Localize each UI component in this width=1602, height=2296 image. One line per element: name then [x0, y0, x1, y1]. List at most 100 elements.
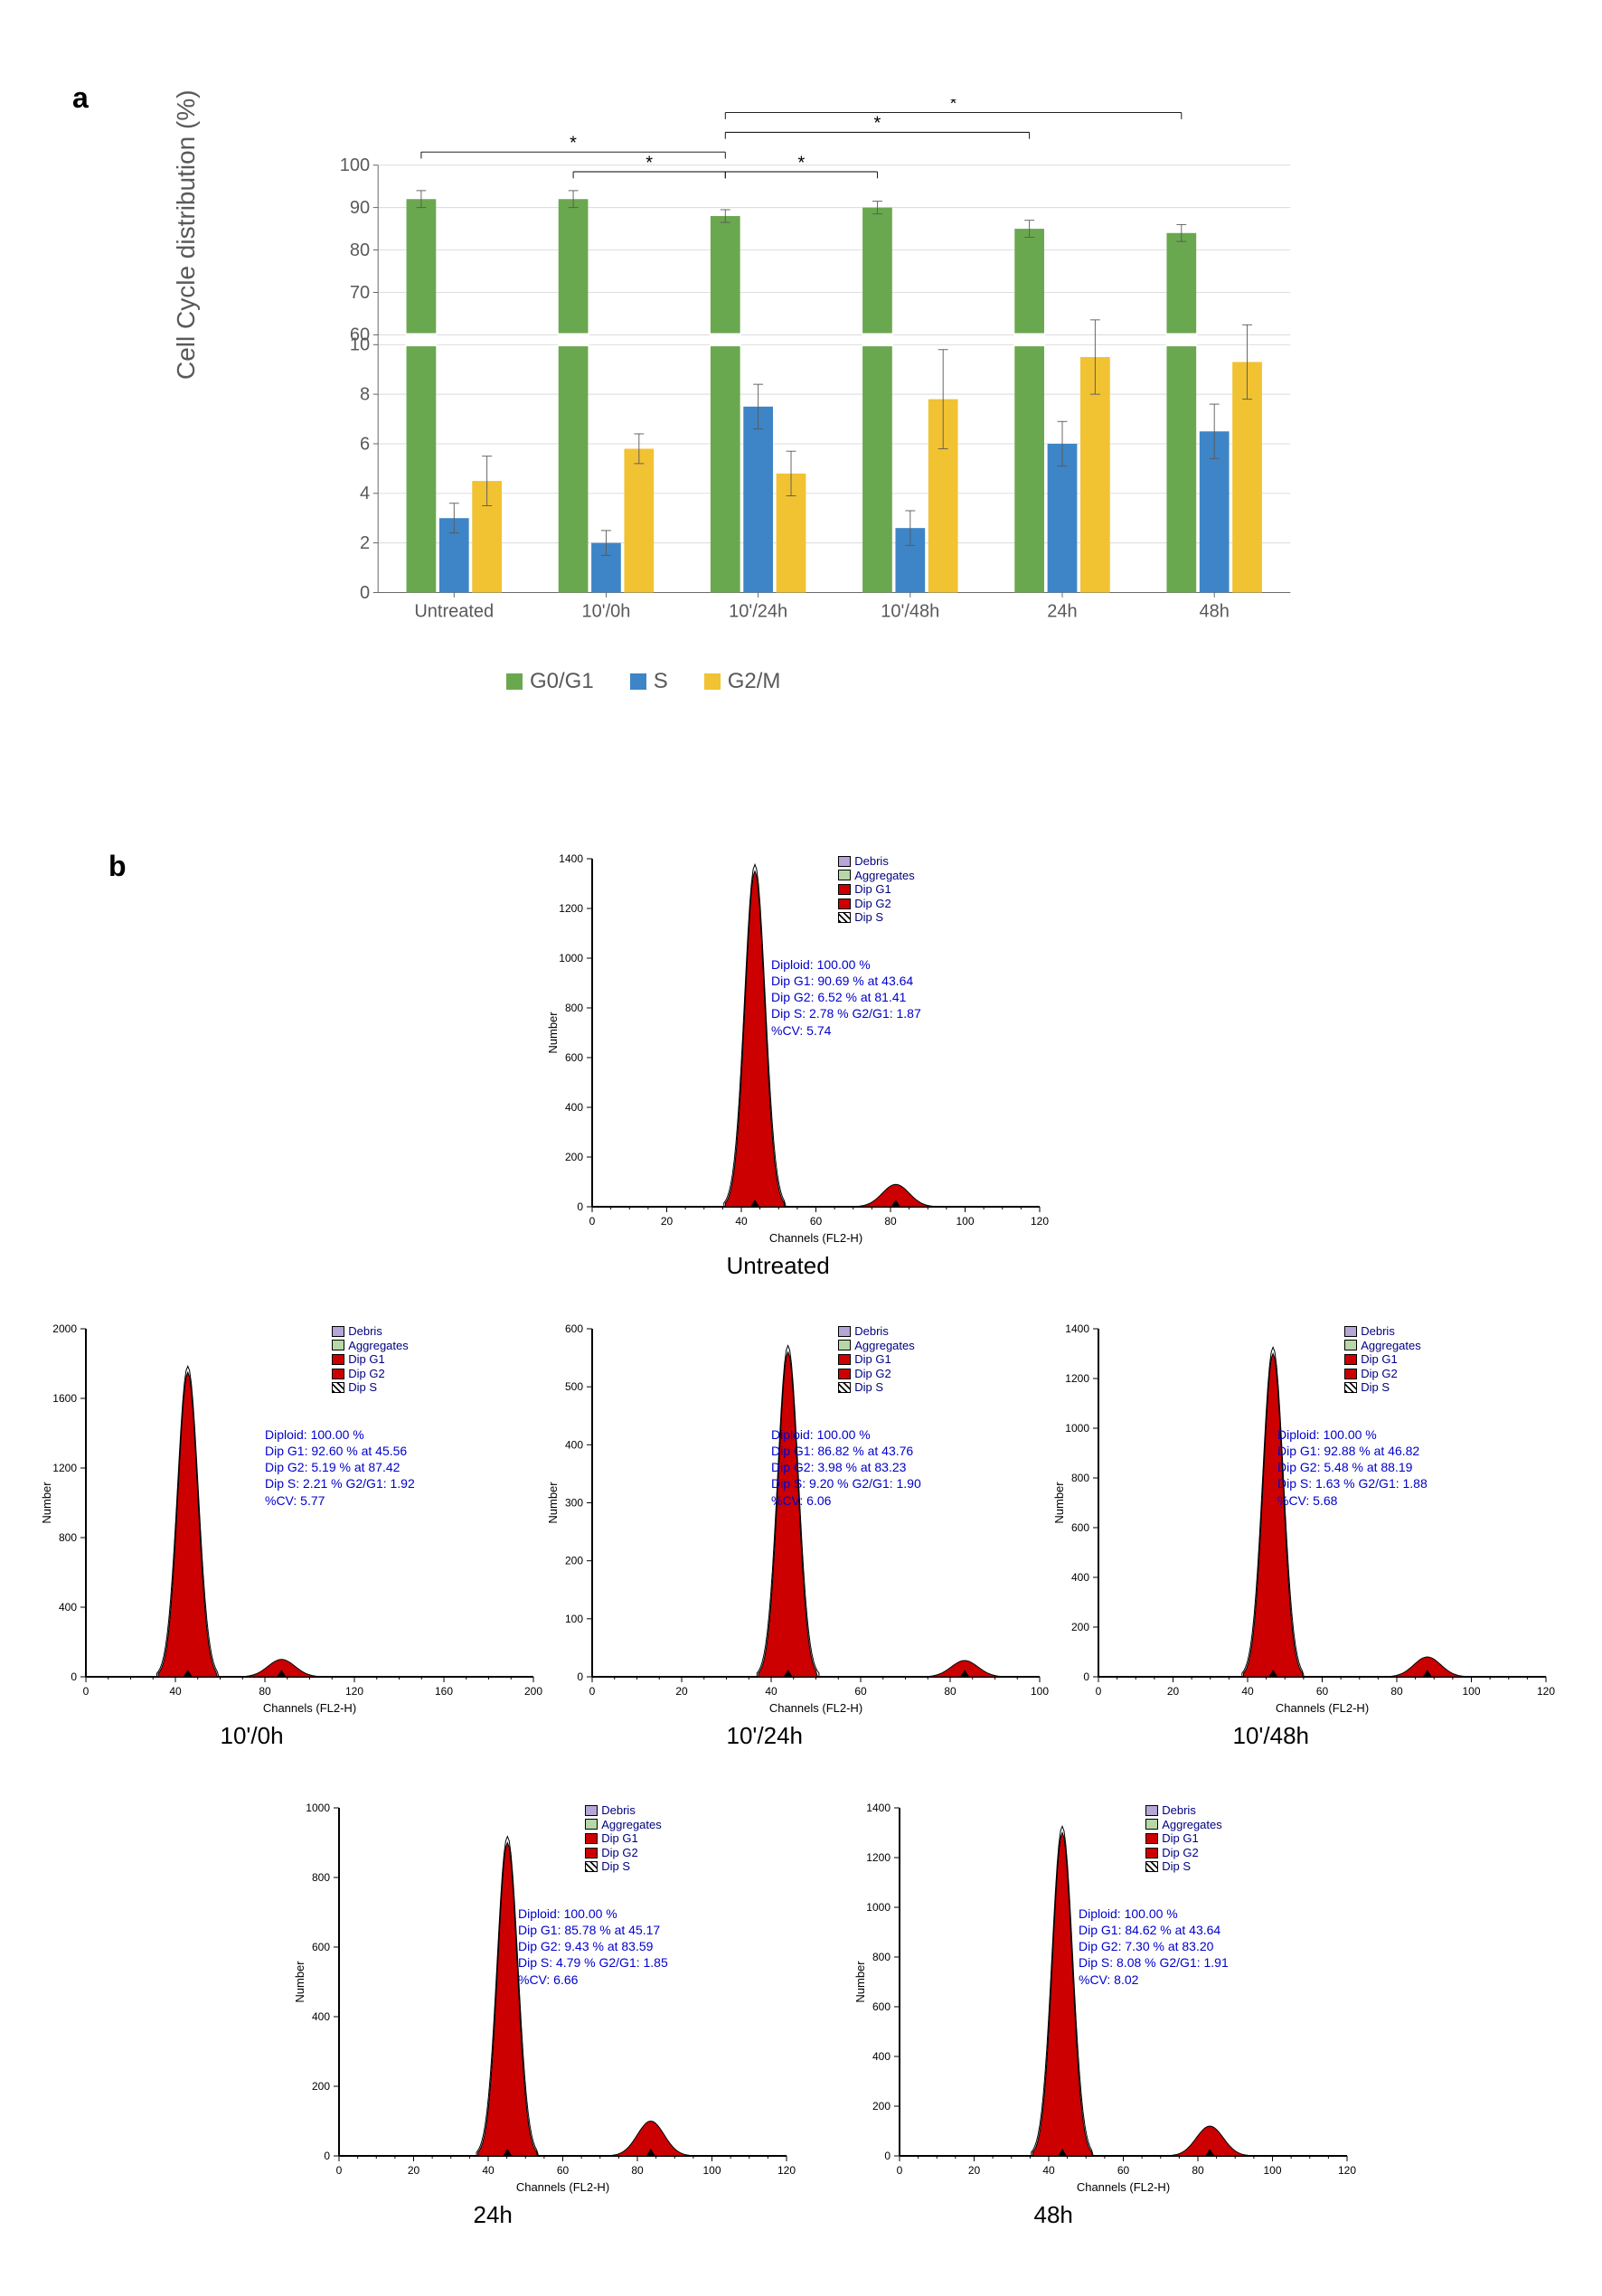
histogram-24h: 02040608010012002004006008001000Channels… — [289, 1799, 796, 2251]
svg-text:600: 600 — [312, 1941, 330, 1953]
svg-text:Channels (FL2-H): Channels (FL2-H) — [263, 1701, 356, 1715]
svg-text:100: 100 — [565, 1613, 583, 1625]
svg-text:Number: Number — [546, 1482, 560, 1524]
svg-text:20: 20 — [661, 1215, 674, 1228]
svg-text:1200: 1200 — [52, 1462, 77, 1474]
svg-text:*: * — [950, 99, 957, 114]
svg-text:1400: 1400 — [559, 852, 583, 865]
svg-text:1000: 1000 — [866, 1901, 891, 1914]
histogram-legend: DebrisAggregatesDip G1Dip G2Dip S — [838, 1324, 915, 1395]
histogram-caption: 24h — [474, 2201, 513, 2229]
svg-text:Channels (FL2-H): Channels (FL2-H) — [1077, 2180, 1170, 2194]
svg-text:40: 40 — [765, 1685, 777, 1698]
histogram-10_24h: 0204060801000100200300400500600Channels … — [542, 1320, 1049, 1772]
svg-text:400: 400 — [872, 2050, 891, 2063]
svg-text:1000: 1000 — [306, 1802, 330, 1814]
svg-text:20: 20 — [1167, 1685, 1180, 1698]
svg-text:60: 60 — [1316, 1685, 1329, 1698]
svg-text:0: 0 — [577, 1200, 583, 1213]
svg-text:1200: 1200 — [866, 1851, 891, 1864]
svg-text:*: * — [570, 134, 577, 154]
legend-item: G2/M — [704, 669, 781, 694]
svg-text:4: 4 — [360, 484, 370, 503]
histogram-stats: Diploid: 100.00 %Dip G1: 90.69 % at 43.6… — [771, 956, 921, 1039]
histogram-stats: Diploid: 100.00 %Dip G1: 85.78 % at 45.1… — [518, 1905, 668, 1988]
svg-text:500: 500 — [565, 1380, 583, 1393]
svg-text:600: 600 — [1071, 1521, 1089, 1534]
svg-text:200: 200 — [1071, 1621, 1089, 1633]
svg-text:60: 60 — [854, 1685, 867, 1698]
svg-text:800: 800 — [565, 1002, 583, 1014]
svg-text:1200: 1200 — [1065, 1372, 1089, 1385]
svg-text:80: 80 — [259, 1685, 271, 1698]
svg-text:Number: Number — [853, 1961, 867, 2003]
svg-text:0: 0 — [577, 1670, 583, 1683]
svg-text:0: 0 — [1096, 1685, 1102, 1698]
svg-text:400: 400 — [1071, 1571, 1089, 1584]
histogram-legend: DebrisAggregatesDip G1Dip G2Dip S — [585, 1803, 662, 1874]
svg-text:80: 80 — [1390, 1685, 1403, 1698]
svg-text:Number: Number — [293, 1961, 306, 2003]
histogram-stats: Diploid: 100.00 %Dip G1: 92.60 % at 45.5… — [265, 1426, 415, 1509]
svg-text:100: 100 — [1462, 1685, 1480, 1698]
histogram-caption: 10'/48h — [1233, 1722, 1310, 1750]
svg-text:40: 40 — [482, 2164, 495, 2177]
svg-text:80: 80 — [631, 2164, 644, 2177]
histogram-10_48h: 0204060801001200200400600800100012001400… — [1049, 1320, 1555, 1772]
svg-text:*: * — [797, 153, 805, 173]
svg-text:Channels (FL2-H): Channels (FL2-H) — [769, 1701, 862, 1715]
svg-text:0: 0 — [336, 2164, 343, 2177]
svg-text:Channels (FL2-H): Channels (FL2-H) — [1276, 1701, 1369, 1715]
svg-text:1400: 1400 — [1065, 1322, 1089, 1335]
svg-text:120: 120 — [1031, 1215, 1049, 1228]
svg-text:Channels (FL2-H): Channels (FL2-H) — [516, 2180, 609, 2194]
histogram-stats: Diploid: 100.00 %Dip G1: 86.82 % at 43.7… — [771, 1426, 921, 1509]
svg-text:120: 120 — [1537, 1685, 1555, 1698]
svg-text:40: 40 — [1042, 2164, 1055, 2177]
svg-text:60: 60 — [810, 1215, 823, 1228]
histogram-stats: Diploid: 100.00 %Dip G1: 92.88 % at 46.8… — [1277, 1426, 1428, 1509]
svg-text:100: 100 — [1031, 1685, 1049, 1698]
svg-text:20: 20 — [408, 2164, 420, 2177]
svg-text:40: 40 — [1241, 1685, 1254, 1698]
svg-text:Number: Number — [546, 1012, 560, 1054]
svg-text:60: 60 — [350, 325, 370, 345]
svg-text:70: 70 — [350, 283, 370, 303]
svg-text:60: 60 — [557, 2164, 570, 2177]
svg-text:800: 800 — [312, 1871, 330, 1884]
histogram-legend: DebrisAggregatesDip G1Dip G2Dip S — [1145, 1803, 1222, 1874]
bar-legend: G0/G1SG2/M — [506, 669, 780, 694]
svg-text:60: 60 — [1117, 2164, 1130, 2177]
svg-text:40: 40 — [735, 1215, 748, 1228]
svg-text:Untreated: Untreated — [414, 602, 494, 622]
histogram-caption: 10'/24h — [727, 1722, 804, 1750]
svg-text:100: 100 — [1263, 2164, 1281, 2177]
histogram-caption: 48h — [1034, 2201, 1073, 2229]
svg-text:200: 200 — [312, 2080, 330, 2093]
bar-chart: 024681060708090100Untreated10'/0h10'/24h… — [271, 99, 1356, 642]
svg-text:600: 600 — [872, 2000, 891, 2013]
svg-text:90: 90 — [350, 198, 370, 218]
histogram-legend: DebrisAggregatesDip G1Dip G2Dip S — [332, 1324, 409, 1395]
panel-b: b 02040608010012002004006008001000120014… — [36, 850, 1566, 2260]
svg-text:0: 0 — [1083, 1670, 1089, 1683]
svg-text:*: * — [646, 153, 653, 173]
svg-text:8: 8 — [360, 384, 370, 404]
svg-text:24h: 24h — [1047, 602, 1077, 622]
svg-text:10'/0h: 10'/0h — [582, 602, 631, 622]
svg-text:40: 40 — [169, 1685, 182, 1698]
svg-text:400: 400 — [59, 1601, 77, 1614]
svg-text:2: 2 — [360, 533, 370, 553]
svg-text:1400: 1400 — [866, 1802, 891, 1814]
svg-text:200: 200 — [565, 1151, 583, 1163]
svg-text:1600: 1600 — [52, 1392, 77, 1405]
svg-text:Channels (FL2-H): Channels (FL2-H) — [769, 1231, 862, 1245]
svg-text:100: 100 — [956, 1215, 974, 1228]
svg-text:120: 120 — [777, 2164, 796, 2177]
svg-text:600: 600 — [565, 1322, 583, 1335]
svg-text:0: 0 — [71, 1670, 77, 1683]
svg-text:Number: Number — [40, 1482, 53, 1524]
legend-item: G0/G1 — [506, 669, 594, 694]
svg-text:20: 20 — [675, 1685, 688, 1698]
svg-text:Number: Number — [1052, 1482, 1066, 1524]
